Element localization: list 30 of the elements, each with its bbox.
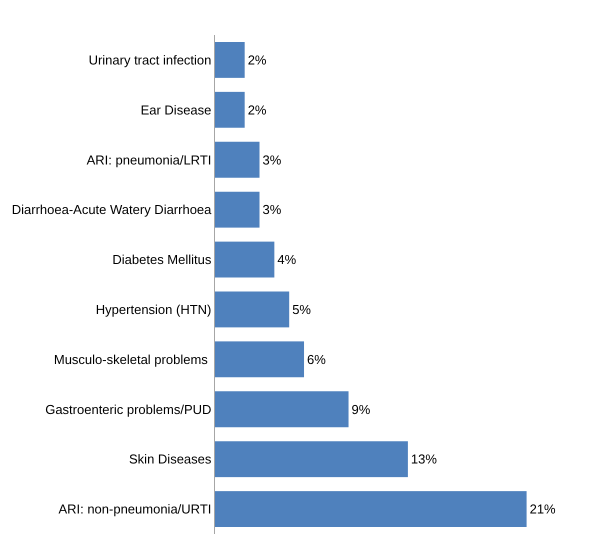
data-label: 21% <box>530 502 556 517</box>
y-tick-label: Diarrhoea-Acute Watery Diarrhoea <box>12 202 212 218</box>
y-tick-label: Skin Diseases <box>129 452 212 467</box>
data-label: 5% <box>292 302 312 317</box>
bar <box>215 142 260 178</box>
bar <box>215 391 349 428</box>
y-tick-label: ARI: pneumonia/LRTI <box>86 152 212 168</box>
bar <box>215 242 274 278</box>
data-label: 2% <box>248 102 267 118</box>
data-label: 13% <box>410 452 438 467</box>
data-label: 3% <box>262 202 282 218</box>
y-tick-label: ARI: non-pneumonia/URTI <box>58 502 212 517</box>
bar <box>215 192 260 228</box>
bar <box>215 341 304 378</box>
bar <box>215 441 408 478</box>
y-tick-label: Gastroenteric problems/PUD <box>45 402 212 417</box>
bar <box>215 92 245 128</box>
bar <box>215 291 290 328</box>
data-label: 6% <box>307 352 326 367</box>
y-tick-label: Hypertension (HTN) <box>96 302 212 317</box>
data-label: 4% <box>277 252 297 268</box>
bar <box>215 491 527 528</box>
y-tick-label: Musculo-skeletal problems <box>54 352 212 367</box>
data-label: 2% <box>248 52 267 68</box>
bar <box>215 42 245 78</box>
y-tick-label: Urinary tract infection <box>88 52 212 68</box>
data-label: 9% <box>352 402 371 417</box>
data-label: 3% <box>262 152 282 168</box>
y-tick-label: Ear Disease <box>140 102 212 118</box>
y-tick-label: Diabetes Mellitus <box>112 252 212 268</box>
